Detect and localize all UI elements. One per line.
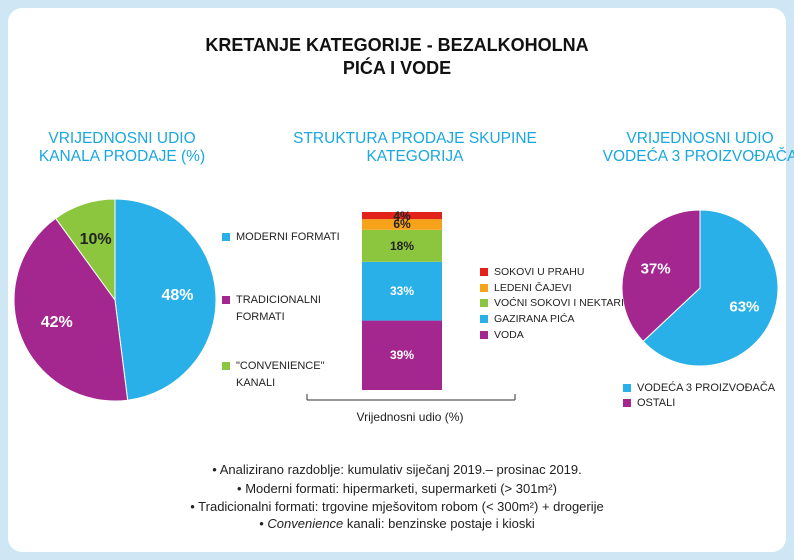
value-label: 10% [79, 231, 112, 249]
bar-segment [362, 229, 442, 262]
value-label: 48% [161, 287, 194, 305]
chart-title: STRUKTURA PRODAJE SKUPINE KATEGORIJA [293, 130, 537, 165]
value-label: 33% [389, 284, 415, 299]
note-text: kanali: benzinske postaje i kioski [343, 516, 535, 531]
legend-item: GAZIRANA PIĆA [480, 311, 654, 328]
note: • Convenience kanali: benzinske postaje … [259, 516, 535, 531]
legend-swatch [222, 296, 230, 304]
legend-item: "CONVENIENCE" KANALI [222, 358, 356, 392]
legend-item: MODERNI FORMATI [222, 229, 356, 246]
legend-item: OSTALI [623, 395, 794, 412]
bar-segment [362, 320, 442, 390]
note-italic: Convenience [267, 516, 344, 531]
legend-item: VODA [480, 327, 654, 344]
pie-slice [114, 198, 217, 401]
value-label: 6% [393, 217, 411, 232]
value-label: 4% [393, 208, 411, 223]
value-label: 42% [40, 314, 73, 332]
note: • Analizirano razdoblje: kumulativ siječ… [212, 462, 582, 477]
bar-segment [362, 219, 442, 230]
legend-swatch [623, 399, 631, 407]
pie-slice [13, 217, 129, 402]
value-label: 39% [389, 348, 415, 363]
bar-segment [362, 212, 442, 220]
legend-item: LEDENI ČAJEVI [480, 280, 654, 297]
legend-swatch [480, 299, 488, 308]
legend-item: VOĆNI SOKOVI I NEKTARI [480, 295, 654, 312]
legend-swatch [480, 315, 488, 324]
legend-swatch [222, 233, 230, 241]
note-text: Moderni formati: hipermarketi, supermark… [245, 481, 557, 496]
pie-slice [642, 209, 779, 367]
legend-item: VODEĆA 3 PROIZVOĐAČA [623, 380, 794, 397]
legend-swatch [222, 362, 230, 370]
legend-item: TRADICIONALNI FORMATI [222, 292, 356, 326]
value-label: 18% [389, 238, 415, 253]
legend-swatch [623, 384, 631, 392]
legend-swatch [480, 283, 488, 292]
legend-swatch [480, 268, 488, 276]
legend-item: SOKOVI U PRAHU [480, 264, 654, 281]
bar-segment [362, 261, 442, 321]
page-title: KRETANJE KATEGORIJE - BEZALKOHOLNA PIĆA … [205, 35, 589, 78]
value-label: 63% [729, 298, 760, 316]
x-axis-label: Vrijednosni udio (%) [356, 410, 464, 424]
chart-title: VRIJEDNOSNI UDIO KANALA PRODAJE (%) [38, 130, 206, 165]
note-text: Analizirano razdoblje: kumulativ siječan… [219, 462, 582, 477]
pie-slice [54, 198, 116, 302]
legend-swatch [480, 330, 488, 339]
note: • Moderni formati: hipermarketi, superma… [237, 481, 557, 496]
value-label: 37% [640, 260, 671, 278]
note: • Tradicionalni formati: trgovine mješov… [190, 499, 604, 514]
chart-title: VRIJEDNOSNI UDIO VODEĆA 3 PROIZVOĐAČA [602, 130, 794, 165]
note-text: Tradicionalni formati: trgovine mješovit… [198, 499, 604, 514]
pie-slice [621, 209, 701, 343]
